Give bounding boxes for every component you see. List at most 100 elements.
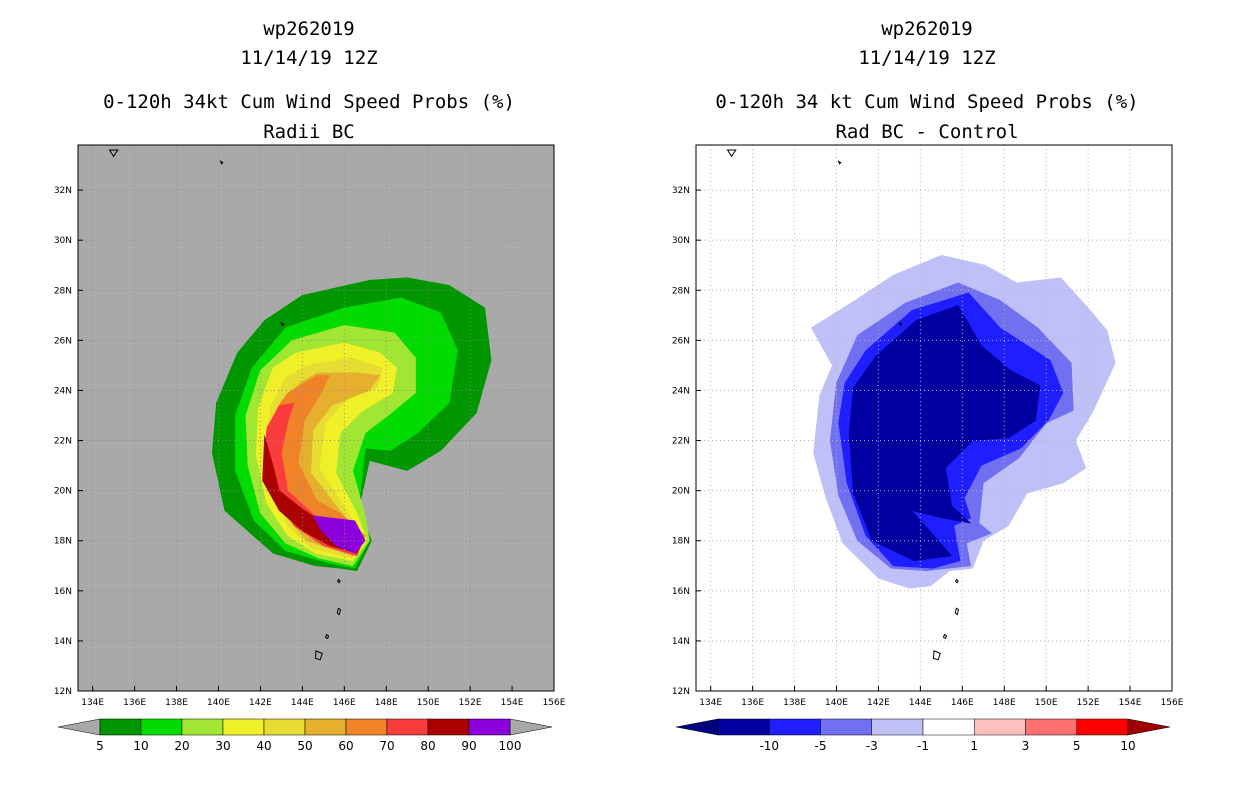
left-colorbar-label-50: 50 xyxy=(297,739,312,753)
left-xtick-label-140E: 140E xyxy=(207,698,230,708)
right-colorbar-swatch-6 xyxy=(1025,718,1078,736)
right-xtick-label-148E: 148E xyxy=(993,698,1016,708)
left-island-3 xyxy=(314,650,323,661)
right-island-2 xyxy=(942,633,948,640)
left-colorbar-swatch-6 xyxy=(345,718,388,736)
right-island-6 xyxy=(898,321,903,327)
right-ytick-label-20N: 20N xyxy=(672,487,690,497)
right-colorbar-low-end xyxy=(675,718,719,736)
right-island-3 xyxy=(932,650,941,661)
left-xtick-label-154E: 154E xyxy=(501,698,524,708)
right-xtick-label-134E: 134E xyxy=(699,698,722,708)
right-colorbar-label-5: 5 xyxy=(1073,739,1081,753)
left-ytick-label-30N: 30N xyxy=(54,236,72,246)
left-colorbar-swatch-3 xyxy=(222,718,265,736)
left-ytick-label-24N: 24N xyxy=(54,386,72,396)
right-xtick-label-152E: 152E xyxy=(1077,698,1100,708)
right-island-0 xyxy=(955,578,959,584)
left-colorbar: 5 10 20 30 40 50 60 70 80 90 100 xyxy=(57,718,553,753)
left-ytick-label-18N: 18N xyxy=(54,537,72,547)
right-ytick-label-30N: 30N xyxy=(672,236,690,246)
right-colorbar-label-1: 1 xyxy=(970,739,978,753)
right-xtick-label-154E: 154E xyxy=(1119,698,1142,708)
left-map-panel: 134E 136E 138E 140E 142E 144E 146E 148E 150E 152E… xyxy=(54,144,566,708)
left-colorbar-label-90: 90 xyxy=(461,739,476,753)
right-xtick-label-146E: 146E xyxy=(951,698,974,708)
right-ytick-label-24N: 24N xyxy=(672,386,690,396)
left-chart-title: 0-120h 34kt Cum Wind Speed Probs (%) xyxy=(103,91,515,113)
left-coastlines xyxy=(108,149,342,661)
right-ytick-label-16N: 16N xyxy=(672,587,690,597)
right-chart-subtitle: Rad BC - Control xyxy=(835,121,1019,143)
right-colorbar-label--5: -5 xyxy=(815,739,827,753)
left-colorbar-label-20: 20 xyxy=(174,739,189,753)
left-colorbar-swatch-7 xyxy=(386,718,429,736)
left-colorbar-label-30: 30 xyxy=(215,739,230,753)
left-island-1 xyxy=(336,607,342,616)
left-xtick-label-142E: 142E xyxy=(249,698,272,708)
right-ytick-label-32N: 32N xyxy=(672,186,690,196)
left-colorbar-swatch-5 xyxy=(304,718,347,736)
left-island-0 xyxy=(337,578,341,584)
right-colorbar-label-10: 10 xyxy=(1120,739,1135,753)
right-ytick-label-14N: 14N xyxy=(672,637,690,647)
left-colorbar-label-10: 10 xyxy=(133,739,148,753)
left-ytick-label-16N: 16N xyxy=(54,587,72,597)
left-colorbar-low-end xyxy=(57,718,101,736)
right-ytick-label-18N: 18N xyxy=(672,537,690,547)
left-colorbar-label-40: 40 xyxy=(256,739,271,753)
left-colorbar-swatch-8 xyxy=(427,718,470,736)
right-colorbar-swatch-3 xyxy=(871,718,924,736)
right-ytick-label-22N: 22N xyxy=(672,437,690,447)
left-ytick-label-28N: 28N xyxy=(54,286,72,296)
right-ytick-label-12N: 12N xyxy=(672,687,690,697)
left-xtick-label-156E: 156E xyxy=(543,698,566,708)
right-colorbar-swatch-2 xyxy=(820,718,872,736)
left-xtick-label-134E: 134E xyxy=(81,698,104,708)
left-colorbar-high-end xyxy=(509,718,553,736)
left-contour-90 xyxy=(312,515,366,554)
left-colorbar-swatch-2 xyxy=(181,718,224,736)
right-island-1 xyxy=(954,607,960,616)
left-xtick-label-144E: 144E xyxy=(291,698,314,708)
left-ytick-label-14N: 14N xyxy=(54,637,72,647)
right-xtick-label-142E: 142E xyxy=(867,698,890,708)
left-ytick-label-26N: 26N xyxy=(54,336,72,346)
left-xtick-label-146E: 146E xyxy=(333,698,356,708)
left-datetime: 11/14/19 12Z xyxy=(240,47,378,69)
right-ytick-label-28N: 28N xyxy=(672,286,690,296)
left-colorbar-swatch-1 xyxy=(140,718,183,736)
right-colorbar: -10 -5 -3 -1 1 3 5 10 xyxy=(675,718,1171,753)
left-colorbar-swatch-4 xyxy=(263,718,306,736)
right-colorbar-swatch-5 xyxy=(974,718,1026,736)
right-colorbar-high-end xyxy=(1127,718,1171,736)
left-colorbar-label-80: 80 xyxy=(420,739,435,753)
left-xtick-label-136E: 136E xyxy=(123,698,146,708)
right-colorbar-swatch-0 xyxy=(717,718,770,736)
right-colorbar-label--1: -1 xyxy=(917,739,929,753)
right-chart-title: 0-120h 34 kt Cum Wind Speed Probs (%) xyxy=(715,91,1139,113)
left-contours xyxy=(211,277,492,572)
right-xtick-label-144E: 144E xyxy=(909,698,932,708)
left-colorbar-label-70: 70 xyxy=(379,739,394,753)
left-ytick-label-12N: 12N xyxy=(54,687,72,697)
right-map-frame xyxy=(695,144,1173,692)
right-colorbar-label--10: -10 xyxy=(759,739,779,753)
left-colorbar-swatch-9 xyxy=(468,718,511,736)
right-colorbar-swatch-4 xyxy=(922,718,975,736)
right-xtick-label-140E: 140E xyxy=(825,698,848,708)
right-storm-id: wp262019 xyxy=(881,18,973,40)
left-xtick-label-138E: 138E xyxy=(165,698,188,708)
left-xtick-label-150E: 150E xyxy=(417,698,440,708)
right-island-5 xyxy=(726,149,737,158)
right-ytick-label-26N: 26N xyxy=(672,336,690,346)
right-coastlines xyxy=(726,149,960,661)
right-xtick-label-136E: 136E xyxy=(741,698,764,708)
left-colorbar-label-5: 5 xyxy=(96,739,104,753)
right-colorbar-label--3: -3 xyxy=(866,739,878,753)
right-xtick-label-156E: 156E xyxy=(1161,698,1184,708)
right-colorbar-label-3: 3 xyxy=(1022,739,1030,753)
right-island-4 xyxy=(837,160,842,165)
right-map-panel: 134E 136E 138E 140E 142E 144E 146E 148E 150E 152E… xyxy=(672,144,1184,708)
